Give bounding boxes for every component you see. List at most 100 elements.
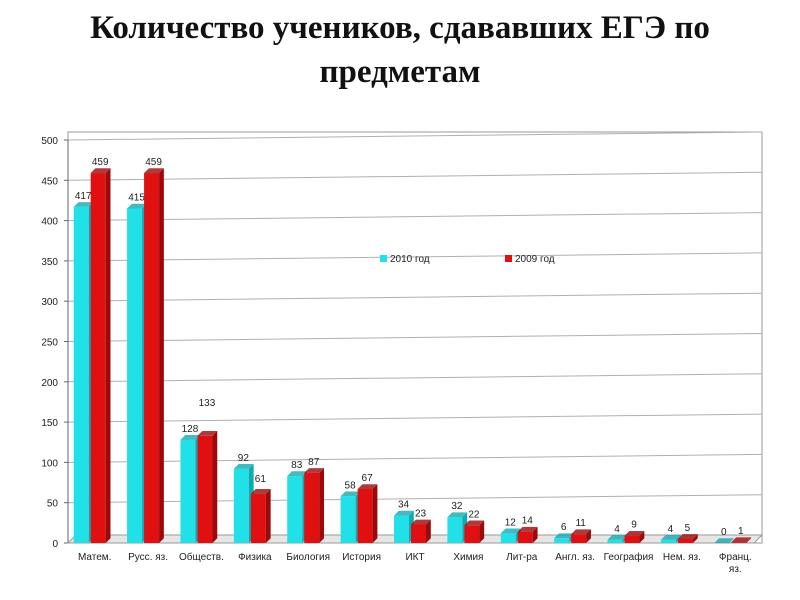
bar-side — [372, 484, 378, 543]
bar-top — [500, 528, 521, 534]
bar-top — [197, 431, 218, 436]
y-tick-label: 0 — [52, 539, 58, 550]
data-label: 32 — [451, 501, 463, 512]
data-label: 22 — [468, 509, 480, 520]
y-tick-label: 400 — [41, 217, 58, 228]
bar-top — [447, 512, 468, 518]
data-label: 128 — [182, 424, 199, 435]
bar-side — [319, 468, 325, 543]
data-label: 133 — [199, 398, 216, 409]
bar — [447, 517, 463, 543]
y-tick-label: 300 — [41, 297, 58, 308]
bar-top — [233, 464, 254, 469]
bar-top — [411, 519, 431, 525]
data-label: 23 — [415, 508, 427, 519]
data-label: 58 — [345, 480, 357, 491]
bar — [500, 533, 516, 543]
chart-title-line-1: Количество учеников, сдававших ЕГЭ по — [90, 10, 710, 46]
legend-swatch — [380, 255, 387, 262]
y-tick-label: 250 — [41, 338, 58, 349]
data-label: 9 — [631, 520, 637, 531]
x-tick-label: Матем. — [78, 552, 111, 563]
bar — [554, 538, 570, 543]
chart-title-line-2: предметам — [319, 54, 481, 90]
x-tick-label: Биология — [286, 552, 330, 563]
bar-top — [554, 533, 574, 539]
gridline — [67, 252, 763, 262]
x-tick-label: Нем. яз. — [663, 552, 701, 563]
bar-side — [479, 520, 485, 543]
bar-top — [180, 435, 201, 440]
bar — [411, 524, 426, 543]
bar — [340, 496, 356, 543]
data-label: 459 — [92, 157, 109, 168]
bar-side — [532, 526, 538, 543]
bar-top — [90, 168, 111, 174]
bar — [677, 538, 693, 543]
data-label: 34 — [398, 500, 410, 511]
bar — [731, 542, 747, 543]
bar — [660, 539, 676, 543]
gridline — [67, 131, 763, 141]
bar — [517, 531, 533, 543]
bar-side — [692, 534, 698, 543]
bar-side — [212, 431, 218, 543]
y-tick-label: 350 — [41, 257, 58, 268]
gridline — [67, 292, 763, 302]
gridline — [67, 413, 763, 423]
bar-top — [677, 534, 698, 539]
bar-top — [127, 203, 147, 209]
bar-top — [287, 471, 308, 477]
bar — [607, 539, 623, 543]
x-tick-label: Франц. — [719, 552, 752, 563]
bar-side — [426, 519, 431, 543]
bar — [464, 525, 480, 543]
x-tick-label: Англ. яз. — [555, 552, 595, 563]
x-tick-label: География — [604, 551, 654, 563]
data-label: 1 — [738, 526, 744, 537]
bar — [287, 476, 303, 543]
y-tick-label: 200 — [41, 378, 58, 389]
bar-side — [639, 530, 645, 543]
legend-swatch — [505, 255, 512, 262]
bar — [233, 468, 249, 543]
y-tick-label: 100 — [41, 458, 58, 469]
gridline — [67, 171, 763, 181]
data-label: 11 — [575, 518, 586, 529]
data-label: 459 — [145, 157, 162, 168]
data-label: 0 — [721, 527, 727, 538]
bar — [394, 515, 409, 543]
x-tick-label: Физика — [238, 552, 272, 563]
gridline — [67, 494, 763, 504]
bar-top — [624, 530, 645, 536]
legend-label: 2009 год — [515, 254, 555, 265]
data-label: 61 — [255, 474, 267, 485]
bar-top — [340, 491, 361, 497]
data-label: 4 — [614, 524, 620, 535]
bar-top — [714, 538, 735, 543]
x-tick-label: Русс. яз. — [128, 552, 168, 563]
bar-top — [357, 484, 378, 489]
x-tick-label: Обществ. — [179, 551, 224, 563]
data-label: 417 — [75, 191, 92, 202]
data-label: 4 — [668, 524, 674, 535]
gridline — [67, 212, 763, 222]
y-tick-label: 500 — [41, 136, 58, 147]
x-tick-label: История — [342, 552, 381, 563]
bar-side — [586, 529, 591, 543]
bar — [180, 439, 196, 543]
x-tick-label: Химия — [453, 552, 483, 563]
gridline — [67, 453, 763, 463]
bar-side — [159, 168, 164, 543]
y-tick-label: 50 — [47, 499, 59, 510]
data-label: 67 — [362, 473, 374, 484]
bar-top — [660, 534, 681, 540]
data-label: 87 — [308, 457, 320, 468]
bar-top — [144, 168, 164, 174]
bar-top — [394, 510, 414, 516]
x-tick-label: Лит-ра — [506, 552, 538, 563]
bar — [144, 173, 160, 543]
bar — [624, 535, 640, 543]
y-tick-label: 150 — [41, 418, 58, 429]
